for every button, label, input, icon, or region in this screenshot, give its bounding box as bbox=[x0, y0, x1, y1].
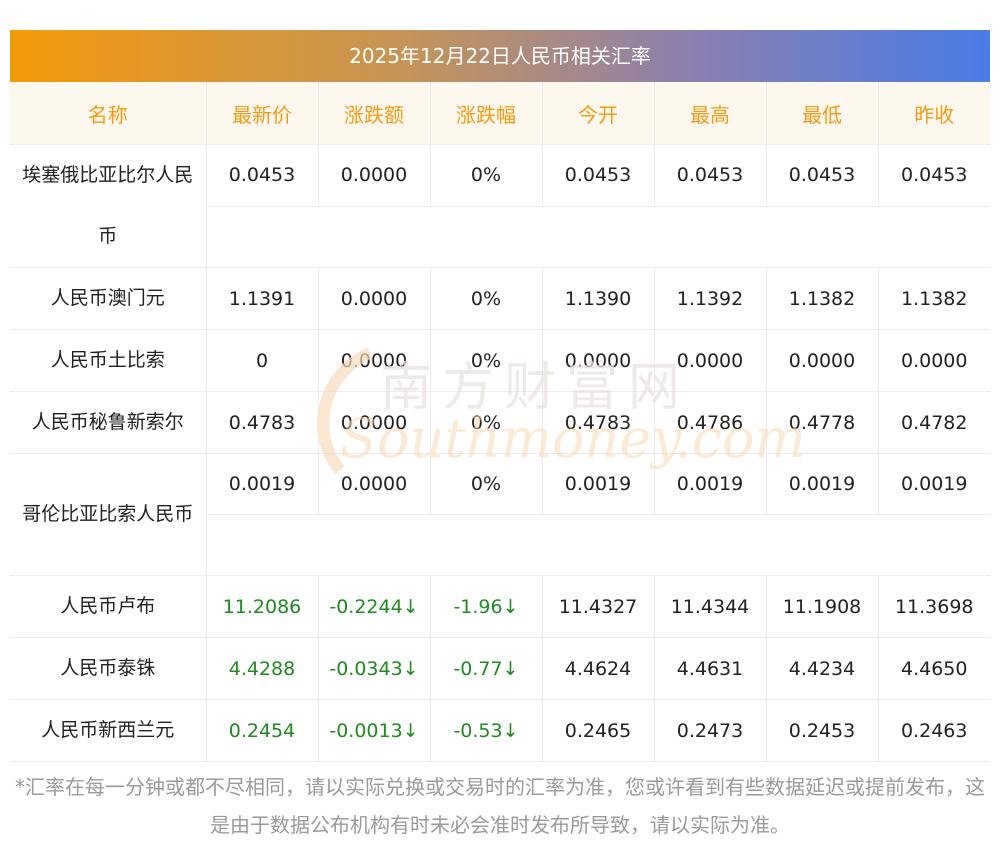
header-name: 名称 bbox=[10, 82, 207, 145]
table-row: 人民币土比索 0 0.0000 0% 0.0000 0.0000 0.0000 0.0000 bbox=[10, 329, 990, 392]
header-change-percent: 涨跌幅 bbox=[430, 82, 543, 145]
cell-change-percent: -1.96↓ bbox=[430, 575, 543, 638]
cell-open: 0.2465 bbox=[542, 699, 655, 762]
cell-prev-close: 0.2463 bbox=[878, 699, 990, 762]
cell-high: 0.0453 bbox=[654, 144, 767, 207]
table-row: 埃塞俄比亚比尔人民币 0.0453 0.0000 0% 0.0453 0.0453 0.04… bbox=[10, 144, 990, 268]
header-change-amount: 涨跌额 bbox=[318, 82, 431, 145]
table-row-continuation bbox=[10, 206, 990, 268]
cell-high: 0.0019 bbox=[654, 453, 767, 515]
cell-low: 0.2453 bbox=[766, 699, 879, 762]
cell-latest-price: 4.4288 bbox=[206, 637, 319, 700]
table-row-continuation bbox=[10, 514, 990, 576]
cell-prev-close: 11.3698 bbox=[878, 575, 990, 638]
footnote: *汇率在每一分钟或都不尽相同，请以实际兑换或交易时的汇率为准，您或许看到有些数据… bbox=[15, 775, 985, 837]
cell-name: 人民币土比索 bbox=[10, 329, 207, 392]
header-prev-close: 昨收 bbox=[878, 82, 990, 145]
cell-name: 哥伦比亚比索人民币 bbox=[10, 453, 207, 576]
rate-table-container: 2025年12月22日人民币相关汇率 名称 最新价 涨跌额 涨跌幅 今开 最高 … bbox=[10, 30, 990, 762]
cell-change-percent: 0% bbox=[430, 391, 543, 454]
cell-change-amount: -0.0013↓ bbox=[318, 699, 431, 762]
table-row: 人民币新西兰元 0.2454 -0.0013↓ -0.53↓ 0.2465 0.2473 0… bbox=[10, 699, 990, 762]
table-row: 哥伦比亚比索人民币 0.0019 0.0000 0% 0.0019 0.0019 0.001… bbox=[10, 453, 990, 576]
cell-open: 11.4327 bbox=[542, 575, 655, 638]
cell-high: 11.4344 bbox=[654, 575, 767, 638]
cell-prev-close: 0.0000 bbox=[878, 329, 990, 392]
rate-table: 名称 最新价 涨跌额 涨跌幅 今开 最高 最低 昨收 埃塞俄比亚比尔人民币 0.0… bbox=[10, 82, 990, 762]
cell-name: 人民币泰铢 bbox=[10, 637, 207, 700]
cell-low: 0.0453 bbox=[766, 144, 879, 207]
header-open: 今开 bbox=[542, 82, 655, 145]
cell-change-percent: 0% bbox=[430, 453, 543, 515]
blank-cell bbox=[206, 514, 990, 576]
cell-prev-close: 0.0019 bbox=[878, 453, 990, 515]
header-row: 名称 最新价 涨跌额 涨跌幅 今开 最高 最低 昨收 bbox=[10, 82, 990, 145]
cell-prev-close: 0.0453 bbox=[878, 144, 990, 207]
cell-change-percent: 0% bbox=[430, 267, 543, 330]
cell-change-percent: 0% bbox=[430, 329, 543, 392]
table-title: 2025年12月22日人民币相关汇率 bbox=[10, 30, 990, 82]
cell-latest-price: 1.1391 bbox=[206, 267, 319, 330]
cell-change-amount: -0.2244↓ bbox=[318, 575, 431, 638]
cell-low: 11.1908 bbox=[766, 575, 879, 638]
cell-open: 1.1390 bbox=[542, 267, 655, 330]
cell-high: 0.0000 bbox=[654, 329, 767, 392]
cell-latest-price: 0.4783 bbox=[206, 391, 319, 454]
table-row: 人民币澳门元 1.1391 0.0000 0% 1.1390 1.1392 1.1382 1.… bbox=[10, 267, 990, 330]
header-latest-price: 最新价 bbox=[206, 82, 319, 145]
cell-latest-price: 0.2454 bbox=[206, 699, 319, 762]
cell-open: 0.0453 bbox=[542, 144, 655, 207]
cell-name: 人民币秘鲁新索尔 bbox=[10, 391, 207, 454]
cell-low: 0.0019 bbox=[766, 453, 879, 515]
cell-change-amount: 0.0000 bbox=[318, 329, 431, 392]
cell-latest-price: 0.0019 bbox=[206, 453, 319, 515]
cell-change-amount: 0.0000 bbox=[318, 267, 431, 330]
cell-open: 0.0019 bbox=[542, 453, 655, 515]
cell-prev-close: 1.1382 bbox=[878, 267, 990, 330]
cell-name: 人民币新西兰元 bbox=[10, 699, 207, 762]
cell-change-percent: -0.53↓ bbox=[430, 699, 543, 762]
cell-low: 0.4778 bbox=[766, 391, 879, 454]
cell-name: 埃塞俄比亚比尔人民币 bbox=[10, 144, 207, 268]
cell-change-amount: 0.0000 bbox=[318, 453, 431, 515]
cell-high: 0.2473 bbox=[654, 699, 767, 762]
cell-change-amount: -0.0343↓ bbox=[318, 637, 431, 700]
cell-low: 0.0000 bbox=[766, 329, 879, 392]
cell-name: 人民币澳门元 bbox=[10, 267, 207, 330]
cell-open: 4.4624 bbox=[542, 637, 655, 700]
cell-change-percent: 0% bbox=[430, 144, 543, 207]
cell-change-percent: -0.77↓ bbox=[430, 637, 543, 700]
cell-latest-price: 0.0453 bbox=[206, 144, 319, 207]
blank-cell bbox=[206, 206, 990, 268]
cell-open: 0.0000 bbox=[542, 329, 655, 392]
cell-latest-price: 11.2086 bbox=[206, 575, 319, 638]
cell-prev-close: 0.4782 bbox=[878, 391, 990, 454]
cell-latest-price: 0 bbox=[206, 329, 319, 392]
cell-open: 0.4783 bbox=[542, 391, 655, 454]
table-row: 人民币泰铢 4.4288 -0.0343↓ -0.77↓ 4.4624 4.4631 4.4… bbox=[10, 637, 990, 700]
cell-low: 1.1382 bbox=[766, 267, 879, 330]
cell-prev-close: 4.4650 bbox=[878, 637, 990, 700]
cell-change-amount: 0.0000 bbox=[318, 144, 431, 207]
cell-change-amount: 0.0000 bbox=[318, 391, 431, 454]
cell-high: 1.1392 bbox=[654, 267, 767, 330]
header-high: 最高 bbox=[654, 82, 767, 145]
header-low: 最低 bbox=[766, 82, 879, 145]
cell-low: 4.4234 bbox=[766, 637, 879, 700]
table-row: 人民币卢布 11.2086 -0.2244↓ -1.96↓ 11.4327 11.4344… bbox=[10, 575, 990, 638]
cell-high: 0.4786 bbox=[654, 391, 767, 454]
cell-name: 人民币卢布 bbox=[10, 575, 207, 638]
table-row: 人民币秘鲁新索尔 0.4783 0.0000 0% 0.4783 0.4786 0.4778… bbox=[10, 391, 990, 454]
cell-high: 4.4631 bbox=[654, 637, 767, 700]
